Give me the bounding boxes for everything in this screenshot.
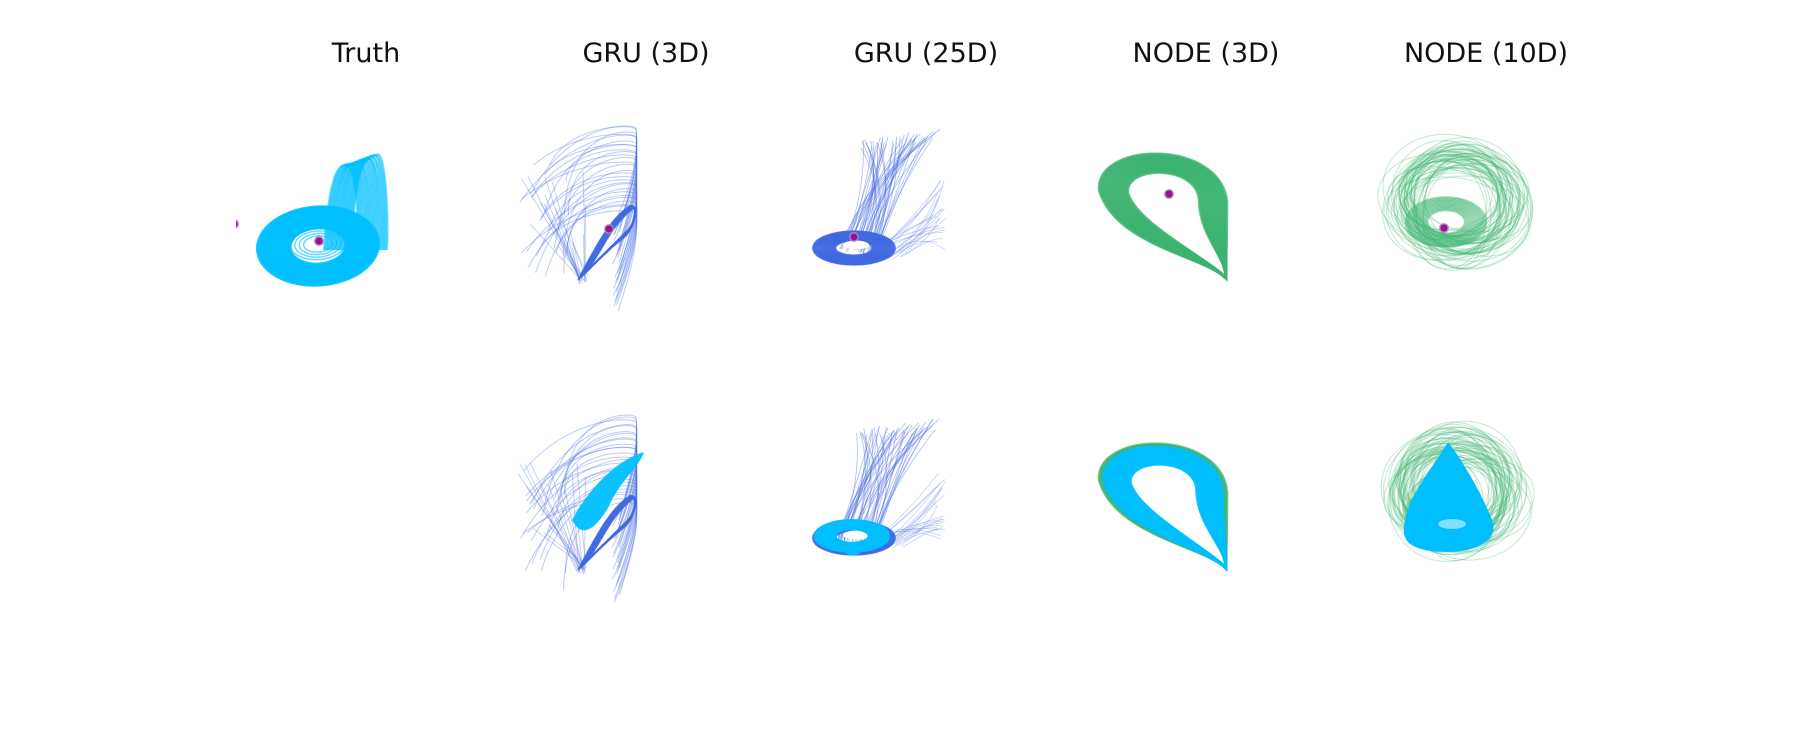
column-title-truth: Truth xyxy=(331,38,401,69)
node10-attractor xyxy=(1380,420,1535,563)
gru3-transients xyxy=(517,414,638,603)
gru25-attractor xyxy=(812,128,947,266)
node3-hole xyxy=(1152,467,1176,481)
node10-core xyxy=(1404,196,1488,248)
panel-node3-row1 xyxy=(1076,100,1336,360)
node10-overlay-hole xyxy=(1438,519,1466,529)
panel-truth-row1 xyxy=(236,100,496,360)
gru3-attractor xyxy=(517,414,644,603)
gru25-overlay-hole xyxy=(843,531,865,539)
fixed-point-marker xyxy=(849,232,859,242)
gru25-transients xyxy=(837,418,946,550)
panel-node3-row2 xyxy=(1076,390,1336,650)
panel-truth-row2-empty xyxy=(236,390,496,650)
fixed-point-marker xyxy=(1439,223,1449,233)
gru3-attractor xyxy=(519,125,638,312)
fixed-point-marker-center xyxy=(314,236,324,246)
gru3-limit-cycle xyxy=(577,205,637,281)
column-title-gru-3d: GRU (3D) xyxy=(582,38,710,69)
gru25-cycle-hole xyxy=(843,240,869,250)
fixed-point-marker-outer xyxy=(236,219,239,229)
column-title-node-3d: NODE (3D) xyxy=(1132,38,1280,69)
gru3-truth-overlay xyxy=(572,452,644,531)
gru25-attractor xyxy=(812,418,946,556)
node10-attractor xyxy=(1377,133,1534,272)
truth-attractor xyxy=(255,153,389,287)
column-title-node-10d: NODE (10D) xyxy=(1403,38,1569,69)
panel-gru25-row2 xyxy=(796,390,1056,650)
node3-attractor xyxy=(1097,442,1229,572)
panel-gru25-row1 xyxy=(796,100,1056,360)
gru3-limit-cycle xyxy=(577,495,637,571)
panel-gru3-row1 xyxy=(516,100,776,360)
fixed-point-marker xyxy=(604,224,614,234)
fixed-point-marker xyxy=(1164,189,1174,199)
gru25-truth-fold xyxy=(838,540,866,556)
panel-node10-row1 xyxy=(1356,100,1616,360)
column-title-gru-25d: GRU (25D) xyxy=(853,38,999,69)
panel-gru3-row2 xyxy=(516,390,776,650)
node3-attractor xyxy=(1097,152,1229,282)
panel-node10-row2 xyxy=(1356,390,1616,650)
node3-limit-set xyxy=(1097,152,1229,282)
node3-truth-overlay xyxy=(1102,445,1228,572)
gru25-limit-cycle xyxy=(812,230,896,266)
truth-fold-lobe xyxy=(323,153,389,251)
node10-truth-overlay xyxy=(1403,442,1494,552)
